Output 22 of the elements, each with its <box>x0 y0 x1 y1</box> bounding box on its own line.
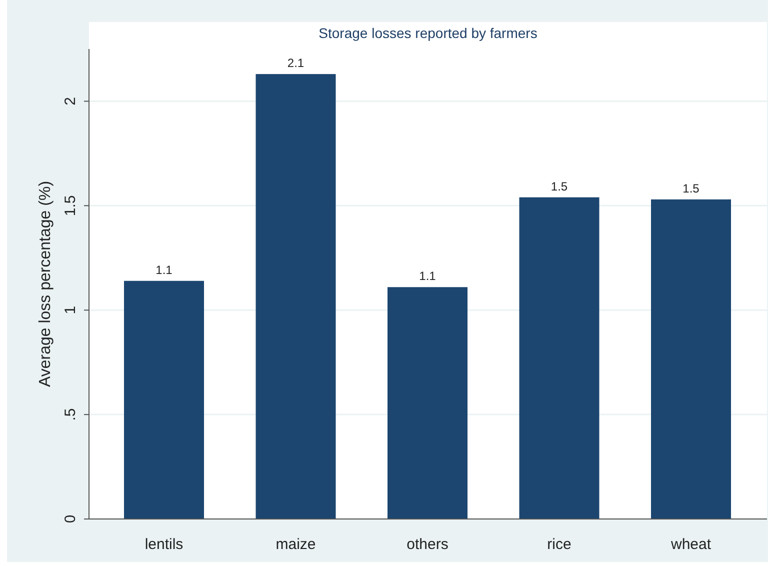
bar <box>651 199 731 519</box>
x-tick-label: others <box>406 536 448 553</box>
y-tick-label: 2 <box>62 97 79 106</box>
data-label: 1.1 <box>419 269 436 284</box>
x-tick-label: wheat <box>670 536 712 553</box>
data-label: 1.5 <box>682 181 700 196</box>
y-tick-label: .5 <box>62 408 79 421</box>
x-tick-label: maize <box>276 536 316 553</box>
x-tick-label: rice <box>547 536 572 553</box>
chart-title: Storage losses reported by farmers <box>318 25 538 41</box>
y-tick-label: 1 <box>62 306 79 314</box>
y-tick-label: 0 <box>62 514 79 524</box>
data-label: 1.1 <box>156 262 173 277</box>
bar <box>519 197 600 519</box>
data-label: 2.1 <box>287 56 304 70</box>
bar <box>388 287 468 519</box>
bar <box>256 74 336 519</box>
y-axis-title: Average loss percentage (%) <box>37 180 54 388</box>
bar <box>124 280 204 519</box>
data-label: 1.5 <box>550 179 568 194</box>
y-tick-label: 1.5 <box>62 195 79 216</box>
x-tick-label: lentils <box>144 536 184 553</box>
